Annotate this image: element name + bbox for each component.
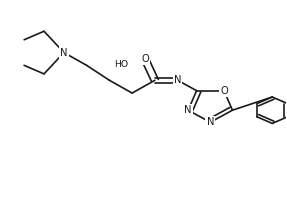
Text: N: N <box>184 105 192 115</box>
Text: O: O <box>141 54 149 64</box>
Text: O: O <box>220 86 228 96</box>
Text: HO: HO <box>114 60 128 69</box>
Text: N: N <box>60 48 68 57</box>
Text: N: N <box>207 117 214 127</box>
Text: N: N <box>174 75 181 85</box>
